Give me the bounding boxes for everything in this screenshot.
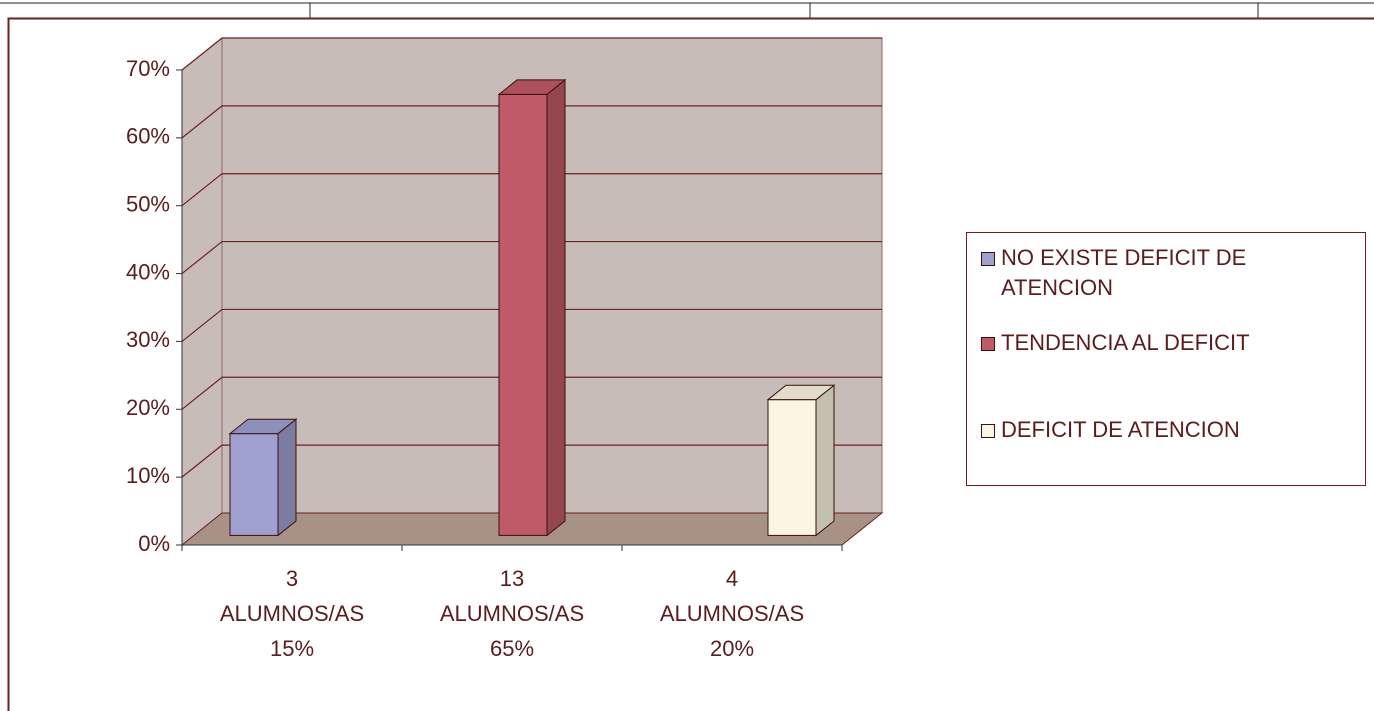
legend-entry: NO EXISTE DEFICIT DE ATENCION [981,243,1351,303]
grid-line [181,37,882,71]
legend: NO EXISTE DEFICIT DE ATENCION TENDENCIA A… [966,232,1366,486]
bar [498,93,548,536]
bar-side [815,384,835,537]
x-tick-label: 13 [500,566,524,591]
y-tick-label: 40% [126,259,170,284]
bar-side [277,418,297,537]
x-tick-label: ALUMNOS/AS [440,601,584,626]
x-tick-label: 20% [710,636,754,661]
bar-top [228,418,298,435]
y-tick-label: 0% [138,531,170,556]
chart-frame [7,17,1374,711]
grid-line [181,444,882,478]
grid-line [181,105,882,139]
y-tick-label: 30% [126,327,170,352]
legend-swatch [981,337,995,351]
side-wall [181,36,223,547]
grid-line [181,376,882,410]
x-tick-label: 4 [726,566,738,591]
legend-label: DEFICIT DE ATENCION [1001,417,1240,442]
legend-entry: DEFICIT DE ATENCION [981,415,1351,445]
bar-top [766,384,836,401]
legend-label: NO EXISTE DEFICIT DE ATENCION [1001,245,1247,300]
legend-entry: TENDENCIA AL DEFICIT [981,328,1351,358]
legend-swatch [981,252,995,266]
legend-swatch [981,424,995,438]
legend-label: TENDENCIA AL DEFICIT [1001,330,1250,355]
x-tick-label: ALUMNOS/AS [660,601,804,626]
bar [229,433,279,536]
x-tick-label: 15% [270,636,314,661]
bar [767,399,817,536]
y-tick-label: 60% [126,124,170,149]
bar-side [546,78,566,537]
x-tick-label: 65% [490,636,534,661]
grid-line [181,240,882,275]
grid-line [181,173,882,207]
grid-line [181,308,882,342]
y-tick-label: 20% [126,395,170,420]
x-tick-label: 3 [286,566,298,591]
y-tick-label: 50% [126,192,170,217]
bar-top [497,79,567,95]
y-tick-label: 70% [126,56,170,81]
x-tick-label: ALUMNOS/AS [220,601,364,626]
y-tick-label: 10% [126,463,170,488]
